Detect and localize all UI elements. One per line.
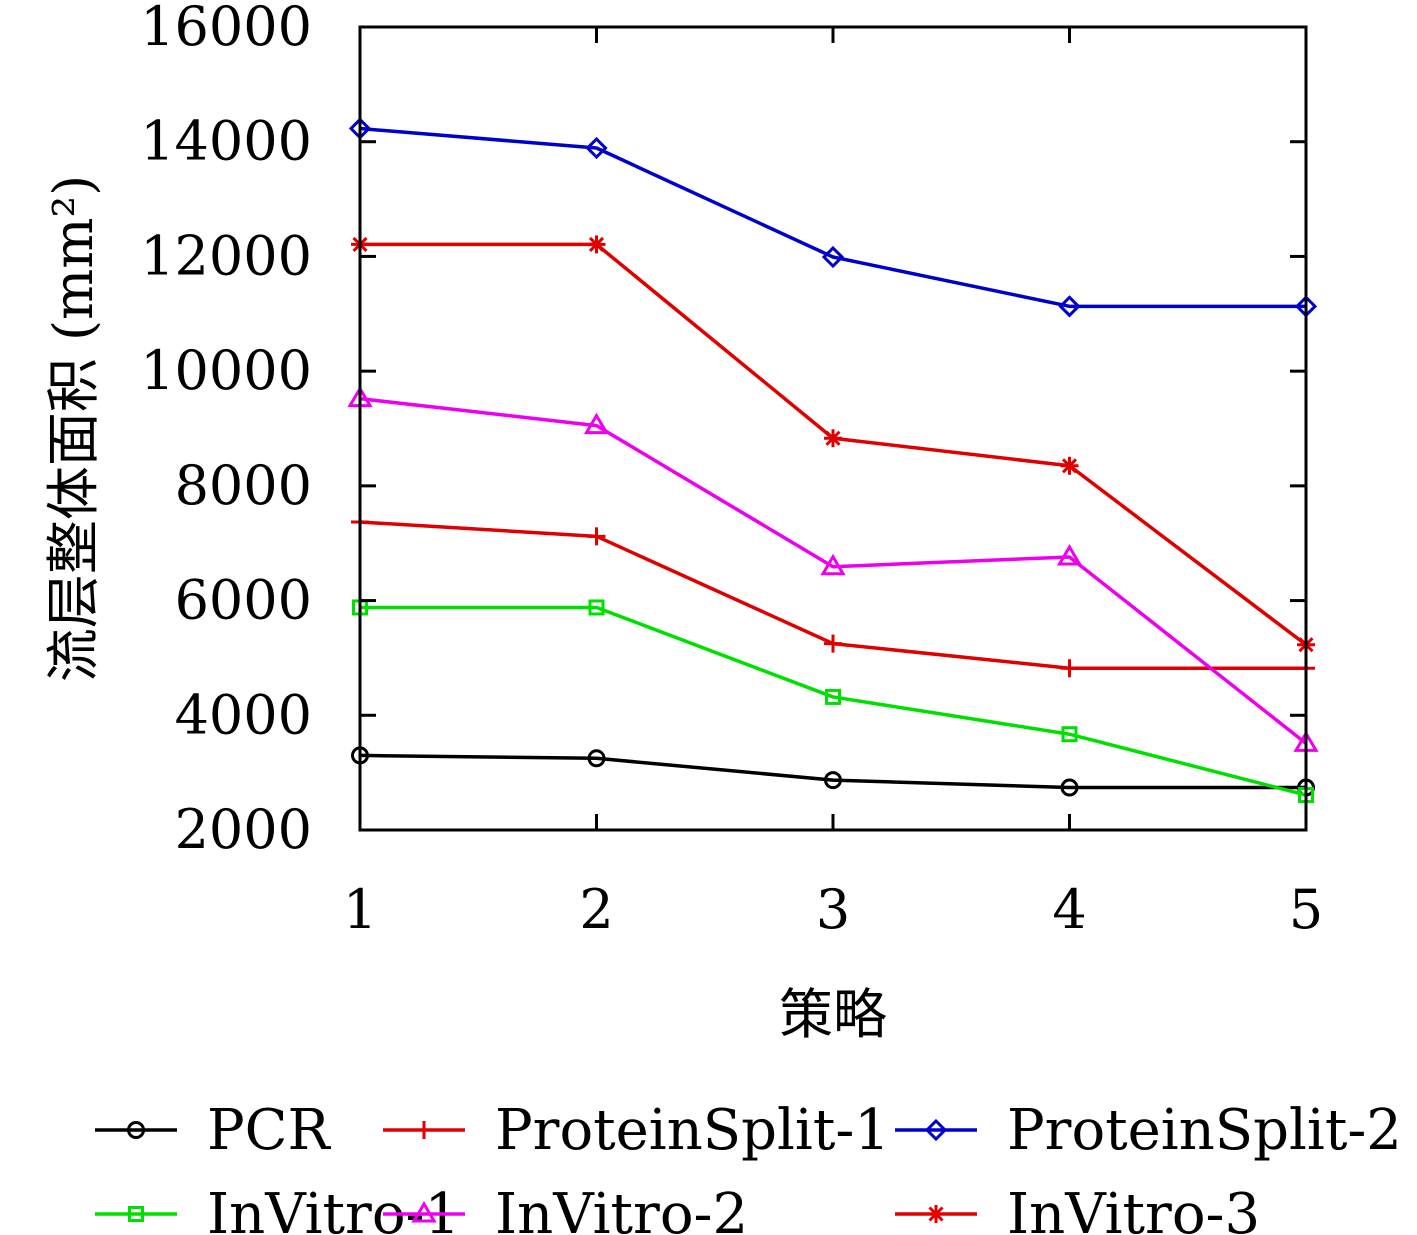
data-point-invitro-2 [583,412,610,435]
x-tick-label: 2 [579,878,613,941]
legend-marker-proteinsplit-1 [415,1121,433,1139]
data-point-invitro-3 [824,429,842,448]
y-tick-label: 10000 [140,339,312,402]
data-point-invitro-2 [1056,544,1083,566]
legend-label-pcr: PCR [207,1098,332,1163]
series-line-invitro-1 [360,605,1307,797]
y-tick-label: 14000 [140,110,312,173]
legend-marker-proteinsplit-2 [924,1118,948,1142]
legend-label-invitro-2: InVitro-2 [495,1182,748,1235]
legend-label-invitro-3: InVitro-3 [1007,1182,1260,1235]
legend: PCR ProteinSplit-1 ProteinSplit-2 InVitro-1… [95,1098,1402,1235]
legend-label-proteinsplit-2: ProteinSplit-2 [1007,1098,1402,1163]
data-point-proteinsplit-2 [1058,295,1081,318]
series-layer [347,117,1319,804]
y-tick-label: 6000 [175,569,312,632]
x-axis-label: 策略 [779,983,887,1046]
data-point-proteinsplit-1 [587,527,606,546]
data-point-pcr [1060,778,1079,797]
x-tick-label: 3 [816,878,850,941]
x-tick-label: 4 [1052,878,1086,941]
series-line-pcr [359,753,1306,790]
data-point-invitro-3 [587,235,606,254]
y-axis-label: 流层整体面积 (mm²) [42,175,105,682]
legend-marker-invitro-2 [411,1201,437,1223]
data-point-pcr [824,771,842,790]
data-point-proteinsplit-1 [1060,659,1079,678]
y-tick-label: 2000 [175,798,312,861]
y-tick-label: 12000 [140,224,312,287]
legend-marker-pcr [127,1121,145,1139]
axes-layer: 2000 4000 6000 8000 10000 12000 14000 16000 1 2 3 4… [140,0,1323,941]
y-tick-label: 8000 [175,454,312,517]
legend-label-proteinsplit-1: ProteinSplit-1 [495,1098,890,1163]
y-tick-label: 16000 [140,0,312,58]
data-point-invitro-3 [1060,456,1079,475]
y-tick-label: 4000 [175,683,312,746]
data-point-invitro-2 [820,553,846,576]
legend-marker-invitro-3 [927,1205,945,1223]
series-line-invitro-2 [359,396,1308,745]
plot-frame [358,25,1308,832]
series-line-proteinsplit-2 [359,126,1306,309]
data-point-invitro-1 [825,688,841,705]
legend-label-invitro-1: InVitro-1 [207,1182,460,1235]
x-tick-label: 1 [343,878,377,941]
data-point-pcr [587,749,606,768]
data-point-invitro-1 [1061,726,1078,743]
data-point-proteinsplit-1 [824,634,842,653]
data-point-invitro-1 [588,599,605,616]
data-point-proteinsplit-2 [585,136,608,160]
data-point-proteinsplit-2 [821,245,845,269]
legend-marker-invitro-1 [128,1206,144,1222]
x-tick-label: 5 [1289,878,1323,941]
